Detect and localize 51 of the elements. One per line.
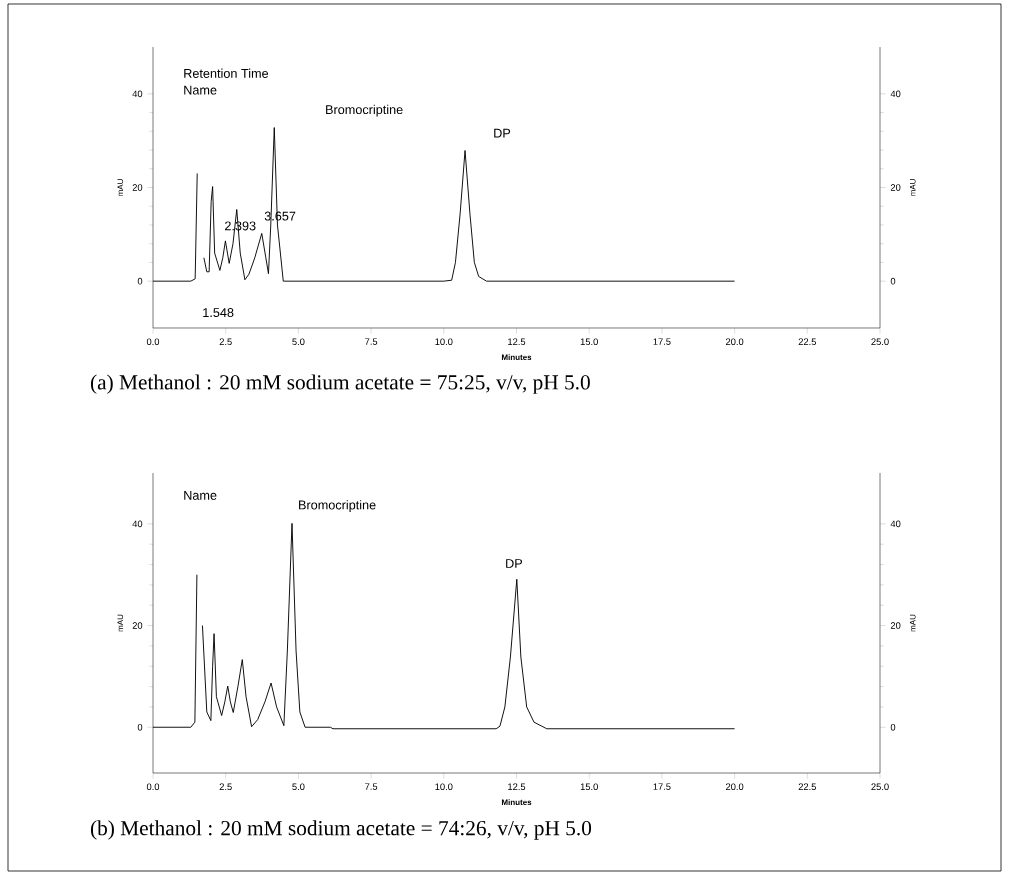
- x-tick-label: 7.5: [365, 338, 378, 345]
- x-tick-label: 7.5: [365, 783, 378, 790]
- x-tick-label: 2.5: [219, 783, 232, 790]
- annotation: DP: [494, 128, 511, 138]
- text: (a) Methanol : 20 mM sodium acetate = 75:25, v/v, pH 5.0: [90, 374, 590, 394]
- annotation: Name: [184, 85, 217, 95]
- x-tick-label: 20.0: [725, 783, 744, 790]
- x-tick-label: 17.5: [653, 338, 671, 345]
- x-tick-label: 22.5: [798, 783, 816, 790]
- x-tick-label: 15.0: [580, 783, 598, 790]
- y2-axis-title: mAU: [909, 179, 916, 196]
- x-tick-label: 25.0: [871, 783, 889, 790]
- x-axis-title: Minutes: [501, 354, 532, 361]
- y-tick-label: 40: [132, 90, 143, 98]
- y2-tick-label: 0: [890, 723, 896, 731]
- y2-tick-label: 20: [890, 622, 901, 629]
- x-tick-label: 20.0: [725, 338, 744, 345]
- y-tick-label: 0: [137, 277, 143, 285]
- y-axis-title: mAU: [117, 614, 124, 632]
- x-tick-label: 15.0: [580, 338, 598, 345]
- x-tick-label: 0.0: [146, 338, 160, 345]
- x-tick-label: 12.5: [508, 783, 526, 790]
- y2-axis-title: mAU: [909, 614, 916, 632]
- x-tick-label: 10.0: [435, 338, 453, 345]
- y2-tick-label: 40: [890, 520, 901, 528]
- annotation: Retention Time: [184, 68, 269, 78]
- y2-tick-label: 20: [890, 184, 901, 191]
- y-tick-label: 40: [132, 520, 143, 528]
- text: (b) Methanol : 20 mM sodium acetate = 74:26, v/v, pH 5.0: [90, 820, 592, 840]
- x-tick-label: 22.5: [798, 338, 816, 345]
- annotation: 1.548: [203, 308, 234, 318]
- y-axis-title: mAU: [117, 179, 124, 196]
- x-tick-label: 5.0: [292, 783, 305, 790]
- y2-tick-label: 0: [890, 277, 896, 285]
- x-tick-label: 12.5: [508, 338, 526, 345]
- x-tick-label: 25.0: [871, 338, 889, 345]
- x-tick-label: 10.0: [435, 783, 453, 790]
- x-tick-label: 2.5: [219, 338, 232, 345]
- x-tick-label: 5.0: [292, 338, 305, 345]
- annotation: Name: [184, 490, 217, 500]
- y-tick-label: 20: [132, 622, 143, 629]
- x-axis-title: Minutes: [501, 799, 532, 806]
- y2-tick-label: 40: [890, 90, 901, 98]
- x-tick-label: 0.0: [146, 783, 160, 790]
- annotation: 2.393: [225, 221, 256, 231]
- x-tick-label: 17.5: [653, 783, 671, 790]
- annotation: Bromocriptine: [299, 500, 376, 512]
- y-tick-label: 0: [137, 723, 143, 731]
- y-tick-label: 20: [132, 184, 143, 191]
- annotation: Bromocriptine: [326, 104, 403, 117]
- annotation: DP: [506, 559, 523, 568]
